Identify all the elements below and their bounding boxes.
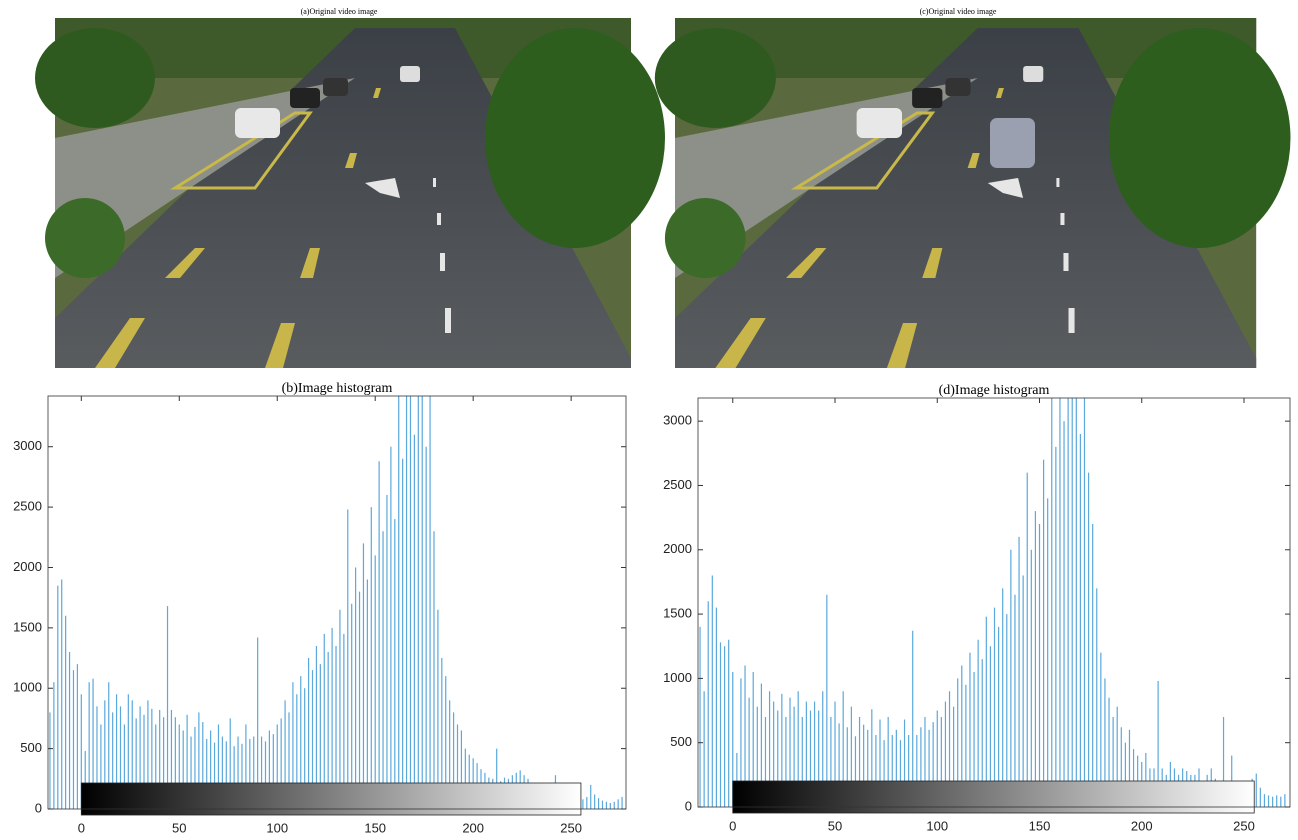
photo xyxy=(35,18,665,368)
y-tick-label: 3000 xyxy=(663,413,692,428)
axes-box xyxy=(48,396,626,809)
chart-title: (d)Image histogram xyxy=(939,383,1050,398)
car xyxy=(990,118,1035,168)
y-tick-label: 0 xyxy=(685,798,692,813)
y-tick-label: 500 xyxy=(670,734,692,749)
x-tick-label: 200 xyxy=(1131,818,1153,833)
photo-caption: (c)Original video image xyxy=(920,7,997,16)
y-tick-label: 0 xyxy=(35,800,42,815)
x-tick-label: 150 xyxy=(364,820,386,835)
figure: (a)Original video image (c)Original vide… xyxy=(0,0,1298,840)
x-tick-label: 0 xyxy=(729,818,736,833)
y-tick-label: 2500 xyxy=(13,499,42,514)
y-tick-label: 1500 xyxy=(663,606,692,621)
photo xyxy=(655,18,1291,368)
y-tick-label: 1000 xyxy=(663,670,692,685)
y-tick-label: 1000 xyxy=(13,680,42,695)
photo-a: (a)Original video image xyxy=(35,7,665,368)
colorbar xyxy=(733,781,1254,813)
photo-caption: (a)Original video image xyxy=(301,7,378,16)
y-tick-label: 2500 xyxy=(663,477,692,492)
y-tick-label: 2000 xyxy=(663,541,692,556)
x-tick-label: 150 xyxy=(1029,818,1051,833)
x-tick-label: 250 xyxy=(1233,818,1255,833)
x-tick-label: 100 xyxy=(926,818,948,833)
x-tick-label: 50 xyxy=(828,818,842,833)
x-tick-label: 50 xyxy=(172,820,186,835)
x-tick-label: 0 xyxy=(78,820,85,835)
x-tick-label: 250 xyxy=(560,820,582,835)
x-tick-label: 200 xyxy=(462,820,484,835)
y-tick-label: 500 xyxy=(20,740,42,755)
photo-c: (c)Original video image xyxy=(655,7,1291,368)
y-tick-label: 1500 xyxy=(13,619,42,634)
chart-title: (b)Image histogram xyxy=(282,381,393,396)
y-tick-label: 3000 xyxy=(13,438,42,453)
y-tick-label: 2000 xyxy=(13,559,42,574)
x-tick-label: 100 xyxy=(266,820,288,835)
colorbar xyxy=(81,783,581,815)
